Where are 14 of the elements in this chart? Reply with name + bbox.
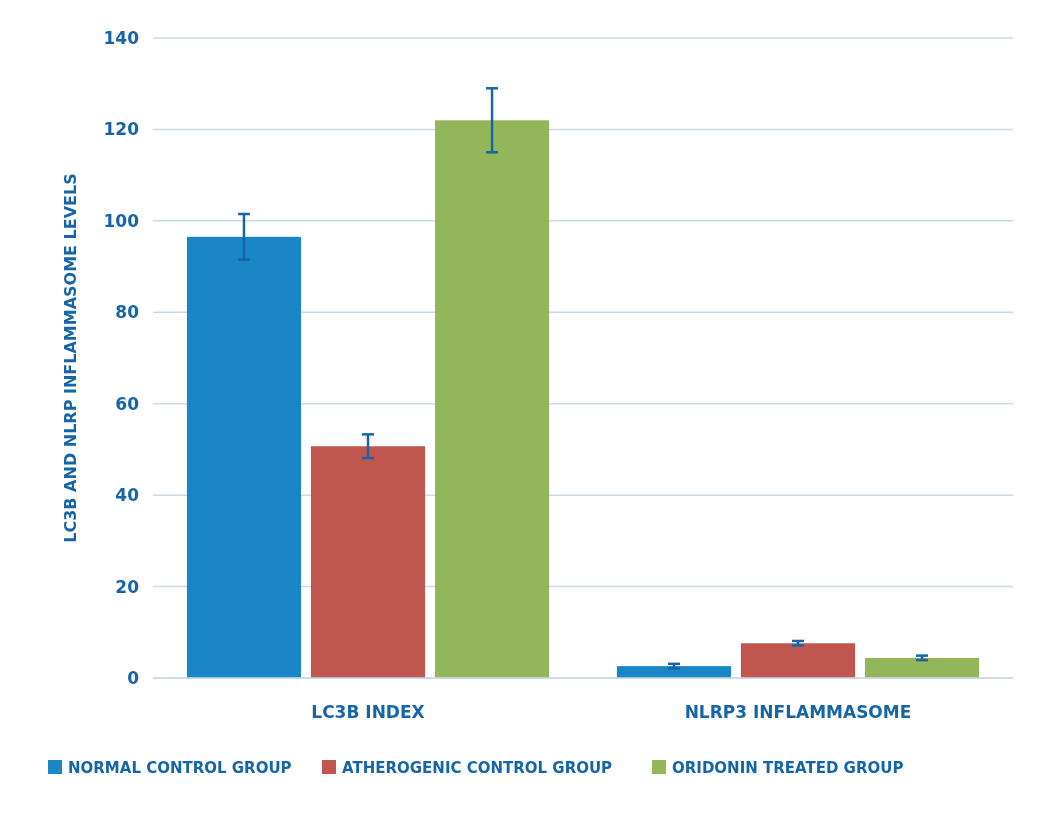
x-tick-label: NLRP3 INFLAMMASOME xyxy=(684,702,912,722)
y-tick-label: 120 xyxy=(103,119,140,140)
y-tick-label: 100 xyxy=(103,210,140,231)
legend-label: ORIDONIN TREATED GROUP xyxy=(672,759,904,778)
y-tick-label: 60 xyxy=(115,393,140,414)
y-tick-label: 20 xyxy=(115,576,140,597)
y-tick-label: 140 xyxy=(103,27,140,48)
y-tick-label: 80 xyxy=(115,302,140,323)
y-tick-label: 40 xyxy=(115,485,140,506)
y-tick-label: 0 xyxy=(127,667,140,688)
y-axis-title: LC3B AND NLRP INFLAMMASOME LEVELS xyxy=(61,173,80,543)
legend-label: ATHEROGENIC CONTROL GROUP xyxy=(342,759,613,778)
legend-label: NORMAL CONTROL GROUP xyxy=(68,759,292,778)
x-tick-label: LC3B INDEX xyxy=(311,702,425,722)
